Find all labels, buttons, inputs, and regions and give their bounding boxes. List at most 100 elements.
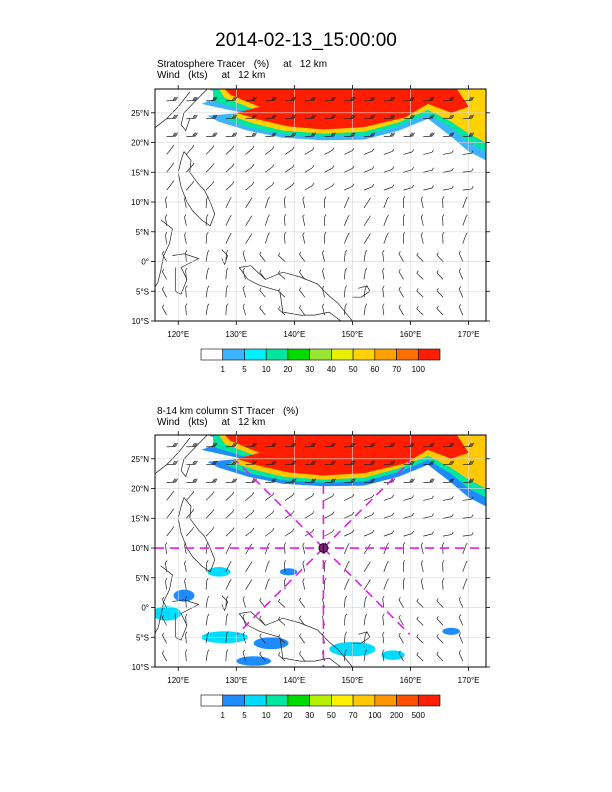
wind-barb — [420, 580, 424, 590]
wind-barb — [343, 270, 346, 280]
wind-barb-feather — [386, 232, 389, 236]
lon-tick-label: 130°E — [225, 676, 247, 685]
wind-barb — [383, 235, 388, 244]
wind-barb — [265, 512, 273, 519]
wind-barb-feather — [192, 162, 195, 166]
wind-barb — [436, 600, 444, 608]
wind-barb — [185, 288, 187, 298]
wind-barb — [416, 308, 424, 316]
wind-barb-feather — [368, 543, 371, 547]
wind-barb — [344, 168, 353, 173]
wind-barb-feather — [185, 649, 188, 653]
wind-barb-feather — [442, 196, 445, 200]
colorbar-box — [396, 348, 419, 361]
wind-barb-feather — [229, 561, 232, 564]
wind-barb-feather — [292, 96, 296, 101]
wind-barb-feather — [420, 578, 424, 582]
wind-barb-feather — [468, 460, 472, 465]
wind-barb-feather — [391, 148, 395, 152]
wind-barb — [462, 188, 472, 191]
wind-barb — [343, 199, 349, 209]
map-frame — [154, 434, 487, 668]
wind-barb-feather — [165, 542, 168, 546]
wind-barb-feather — [267, 214, 270, 218]
wind-barb — [382, 634, 385, 644]
wind-barb-feather — [272, 478, 276, 483]
wind-barb-feather — [173, 460, 177, 465]
wind-barb-feather — [312, 132, 315, 137]
wind-barb-feather — [313, 460, 317, 465]
wind-barb-feather — [185, 613, 188, 617]
wind-barb-feather — [251, 478, 255, 483]
wind-barb-feather — [420, 214, 424, 218]
wind-barb-feather — [442, 231, 445, 235]
lon-tick-label: 140°E — [283, 330, 305, 339]
wind-barb — [382, 252, 385, 262]
colorbar-box — [244, 348, 267, 361]
wind-barb-feather — [193, 114, 197, 119]
wind-barb-feather — [352, 147, 355, 151]
wind-barb-feather — [470, 114, 473, 119]
colorbar-box — [331, 694, 354, 707]
colorbar-label: 20 — [283, 365, 292, 374]
wind-barb-feather — [398, 614, 401, 618]
colorbar-label: 50 — [327, 711, 336, 720]
wind-barb-feather — [331, 460, 335, 465]
tracer-patch — [279, 568, 298, 576]
wind-barb-feather — [226, 249, 229, 253]
wind-barb-feather — [382, 649, 385, 653]
wind-barb-feather — [451, 185, 454, 189]
wind-barb-feather — [470, 132, 473, 137]
wind-barb — [403, 533, 413, 537]
wind-barb-feather — [347, 196, 350, 200]
wind-barb — [205, 493, 213, 501]
wind-barb — [363, 581, 370, 590]
wind-barb-feather — [389, 442, 393, 447]
wind-barb-feather — [302, 214, 305, 218]
wind-barb-feather — [382, 595, 385, 599]
wind-barb-feather — [302, 578, 305, 582]
tracer-fill-level-4 — [224, 89, 469, 130]
wind-barb-feather — [259, 287, 262, 291]
wind-barb-feather — [272, 114, 276, 119]
wind-barb-feather — [372, 132, 376, 137]
lon-tick-label: 170°E — [458, 676, 480, 685]
wind-barb-feather — [254, 96, 257, 101]
wind-barb-feather — [365, 267, 368, 271]
colorbar-box — [331, 348, 354, 361]
wind-barb — [259, 254, 266, 262]
wind-barb — [436, 272, 444, 280]
wind-barb-feather — [431, 96, 435, 101]
wind-barb — [343, 581, 349, 590]
wind-barb-feather — [451, 442, 455, 447]
wind-barb-feather — [411, 149, 414, 153]
panel-1-subtitle-line1: Stratosphere Tracer (%) at 12 km — [157, 59, 328, 70]
wind-barb — [403, 169, 413, 173]
wind-barb — [162, 271, 167, 280]
wind-barb-feather — [310, 132, 314, 137]
wind-barb-feather — [231, 114, 235, 119]
wind-barb-feather — [416, 634, 419, 638]
wind-barb-feather — [471, 514, 474, 518]
colorbar-label: 40 — [327, 365, 336, 374]
coastline — [177, 497, 216, 573]
wind-barb-feather — [370, 478, 373, 483]
wind-barb-feather — [292, 442, 296, 447]
wind-barb — [185, 652, 187, 662]
wind-barb — [185, 616, 187, 626]
wind-barb — [186, 183, 193, 191]
wind-barb — [322, 252, 325, 262]
wind-barb-feather — [274, 478, 277, 483]
wind-barb-feather — [470, 96, 473, 101]
wind-barb-feather — [299, 287, 302, 291]
wind-barb-feather — [242, 250, 245, 254]
wind-barb-feather — [293, 132, 297, 137]
wind-barb — [242, 270, 246, 280]
wind-barb — [225, 511, 233, 519]
wind-barb — [265, 494, 273, 501]
wind-barb — [242, 616, 246, 626]
wind-barb — [162, 289, 167, 298]
wind-barb-feather — [192, 132, 195, 137]
colorbar-label: 10 — [262, 365, 271, 374]
